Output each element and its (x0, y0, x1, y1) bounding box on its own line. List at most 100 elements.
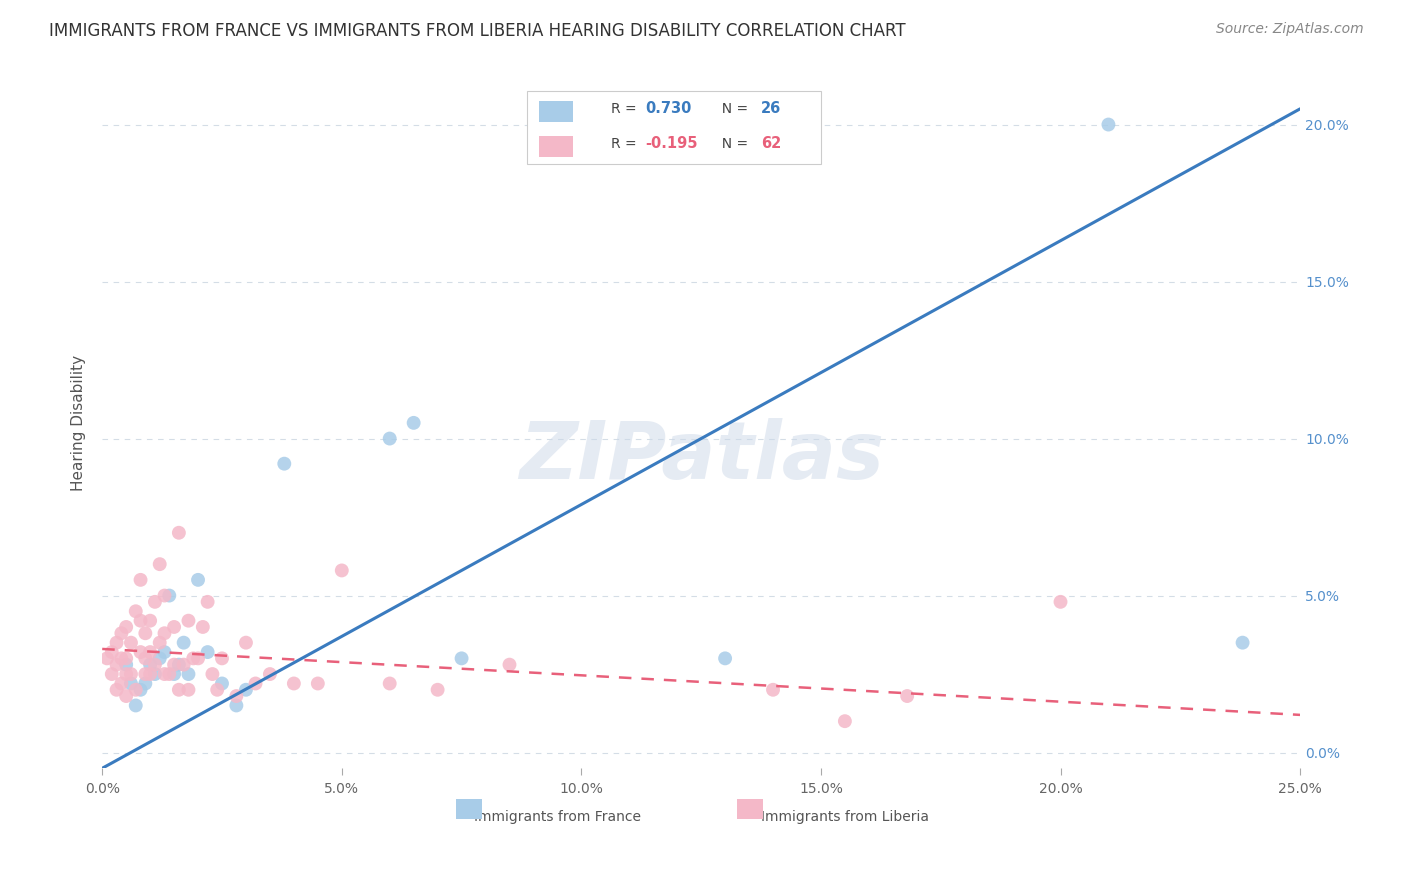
Point (139, 614, 162, 628)
Point (191, 620, 214, 634)
Point (450, 651, 472, 665)
Point (153, 626, 176, 640)
Point (105, 635, 128, 649)
Text: ZIPatlas: ZIPatlas (519, 418, 883, 496)
Point (105, 657, 128, 672)
Point (163, 667, 186, 681)
Point (134, 651, 156, 665)
Point (120, 667, 142, 681)
Point (115, 651, 138, 665)
Point (143, 657, 166, 672)
Point (129, 645, 152, 659)
Point (105, 682, 128, 697)
Point (125, 604, 148, 618)
Text: R =: R = (612, 102, 641, 116)
Point (245, 676, 267, 690)
Point (426, 682, 449, 697)
Point (181, 651, 204, 665)
Point (167, 682, 190, 697)
Point (205, 682, 228, 697)
Point (197, 645, 219, 659)
Point (134, 626, 156, 640)
Point (149, 557, 172, 571)
Point (197, 595, 219, 609)
Point (143, 667, 166, 681)
Point (201, 667, 224, 681)
Point (283, 676, 305, 690)
Point (115, 689, 138, 703)
Text: Source: ZipAtlas.com: Source: ZipAtlas.com (1216, 22, 1364, 37)
Point (714, 651, 737, 665)
Point (157, 667, 180, 681)
Point (101, 667, 124, 681)
Text: Immigrants from Liberia: Immigrants from Liberia (761, 810, 929, 823)
Point (163, 620, 186, 634)
Point (125, 682, 148, 697)
Point (134, 667, 156, 681)
Point (110, 676, 132, 690)
Point (173, 657, 195, 672)
Y-axis label: Hearing Disability: Hearing Disability (72, 355, 86, 491)
FancyBboxPatch shape (456, 799, 482, 819)
Point (115, 667, 138, 681)
Point (163, 657, 186, 672)
Point (177, 667, 200, 681)
Text: N =: N = (713, 102, 752, 116)
Point (153, 667, 176, 681)
Point (167, 657, 190, 672)
Point (129, 682, 152, 697)
Point (96, 651, 118, 665)
Point (498, 657, 520, 672)
Point (1049, 595, 1071, 609)
Text: 0.730: 0.730 (645, 102, 692, 116)
Point (157, 589, 180, 603)
Text: R =: R = (612, 136, 641, 151)
Point (211, 651, 233, 665)
Point (149, 635, 172, 649)
Text: 62: 62 (761, 136, 782, 151)
Point (211, 676, 233, 690)
Point (120, 676, 142, 690)
Point (259, 667, 281, 681)
Point (115, 657, 138, 672)
Point (177, 614, 200, 628)
Point (402, 416, 425, 430)
Point (101, 645, 124, 659)
FancyBboxPatch shape (527, 91, 821, 164)
Point (129, 614, 152, 628)
Point (225, 698, 247, 713)
Point (834, 714, 856, 728)
Point (225, 689, 247, 703)
Text: IMMIGRANTS FROM FRANCE VS IMMIGRANTS FROM LIBERIA HEARING DISABILITY CORRELATION: IMMIGRANTS FROM FRANCE VS IMMIGRANTS FRO… (49, 22, 905, 40)
Point (153, 589, 176, 603)
Point (110, 651, 132, 665)
FancyBboxPatch shape (737, 799, 763, 819)
Point (139, 645, 162, 659)
Point (143, 595, 166, 609)
Point (235, 635, 257, 649)
Point (187, 573, 209, 587)
Point (139, 667, 162, 681)
Point (896, 689, 918, 703)
Point (115, 620, 138, 634)
Point (149, 651, 172, 665)
Point (120, 635, 142, 649)
Point (378, 432, 401, 446)
FancyBboxPatch shape (540, 102, 574, 122)
Point (1232, 635, 1254, 649)
Point (134, 676, 156, 690)
Point (139, 657, 162, 672)
Point (307, 676, 329, 690)
Point (173, 635, 195, 649)
Point (125, 698, 148, 713)
Point (1097, 118, 1119, 132)
Point (110, 626, 132, 640)
Point (177, 682, 200, 697)
Text: N =: N = (713, 136, 752, 151)
Point (167, 525, 190, 540)
Point (378, 676, 401, 690)
Point (330, 564, 353, 578)
Text: -0.195: -0.195 (645, 136, 697, 151)
Point (187, 651, 209, 665)
Text: Immigrants from France: Immigrants from France (474, 810, 641, 823)
